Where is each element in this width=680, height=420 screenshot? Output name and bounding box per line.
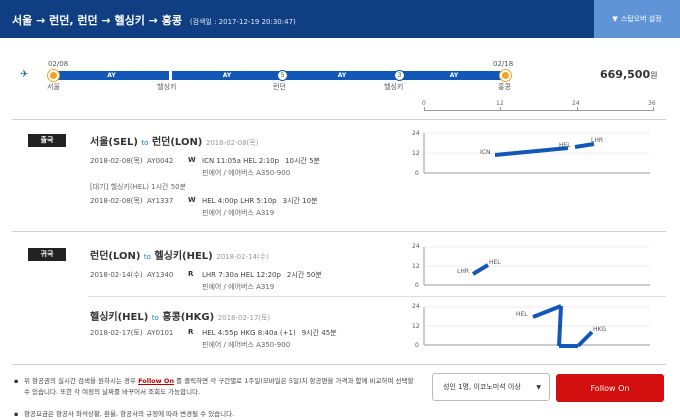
divider [12, 364, 666, 365]
chart-point-label: HKG [593, 326, 607, 333]
outbound-badge: 출국 [28, 134, 66, 147]
flight-route: LHR 7:30a HEL 12:20p 2시간 50분 [202, 271, 322, 279]
end-node [500, 70, 511, 81]
chart-point-label: ICN [480, 149, 491, 156]
city-label-2: 헬싱키 [157, 83, 177, 91]
chevron-down-icon: ▼ [612, 15, 618, 23]
aircraft-info: 핀에어 / 에어버스 A319 [202, 209, 275, 217]
stopover-label: 스탑오버 설정 [620, 15, 662, 23]
booking-class: R [188, 328, 194, 336]
time-axis: 0 12 24 36 [422, 100, 656, 114]
segment-bar-4: AY [402, 71, 506, 80]
flight-date: 2018-02-08(목) AY0042 [90, 157, 174, 165]
segment-bar-1: AY [54, 71, 169, 80]
city-label-4: 헬싱키 [384, 83, 404, 91]
chart-y-tick: 12 [412, 150, 420, 157]
axis-tick-24: 24 [572, 100, 580, 107]
city-label-5: 홍콩 [498, 83, 511, 91]
departure-date: 02/08 [48, 60, 69, 68]
chart-y-tick: 24 [412, 243, 420, 250]
flight-date: 2018-02-17(토) AY0101 [90, 329, 174, 337]
total-price: 669,500원 [600, 68, 657, 81]
city-label-3: 런던 [273, 83, 286, 91]
return1-timeline-chart: 24 12 0 LHR HEL [410, 242, 660, 290]
passenger-class-select[interactable]: 성인 1명, 이코노미석 이상 ▼ [432, 373, 550, 401]
flight-date: 2018-02-08(목) AY1337 [90, 197, 174, 205]
axis-tick-12: 12 [496, 100, 504, 107]
axis-tick-0: 0 [422, 100, 426, 107]
segment-bar-3: AY [285, 71, 399, 80]
divider [12, 231, 666, 232]
divider [12, 119, 666, 120]
return-title-1: 런던(LON) to 헬싱키(HEL) 2018-02-14(수) [90, 251, 269, 262]
chart-y-tick: 12 [412, 323, 420, 330]
segment-bar-2: AY [172, 71, 282, 80]
city-label-1: 서울 [47, 83, 60, 91]
flight-route: ICN 11:05a HEL 2:10p 10시간 5분 [202, 157, 320, 165]
aircraft-info: 핀에어 / 에어버스 A319 [202, 283, 275, 291]
stay-node-london: 5 [277, 70, 288, 81]
price-value: 669,500 [600, 68, 651, 81]
route-title: 서울 → 런던, 런던 → 헬싱키 → 홍콩 (검색일 : 2017-12-19… [12, 12, 296, 28]
flight-route: HEL 4:55p HKG 8:40a (+1) 9시간 45분 [202, 329, 337, 337]
passenger-class-value: 성인 1명, 이코노미석 이상 [443, 383, 521, 391]
search-date: (검색일 : 2017-12-19 20:30:47) [189, 18, 296, 26]
flight-route: HEL 4:00p LHR 5:10p 3시간 10분 [202, 197, 318, 205]
axis-tick-36: 36 [648, 100, 656, 107]
return-badge: 귀국 [28, 248, 66, 261]
chart-point-label: HEL [559, 142, 571, 149]
chart-y-tick: 0 [415, 342, 419, 349]
flight-date: 2018-02-14(수) AY1340 [90, 271, 174, 279]
return-date: 02/18 [493, 60, 514, 68]
chart-y-tick: 0 [415, 170, 419, 177]
chart-y-tick: 0 [415, 282, 419, 289]
aircraft-info: 핀에어 / 에어버스 A350-900 [202, 169, 291, 177]
booking-class: W [188, 156, 196, 164]
airplane-icon: ✈ [20, 69, 29, 80]
stopover-settings-button[interactable]: ▼ 스탑오버 설정 [594, 0, 680, 38]
return-title-2: 헬싱키(HEL) to 홍콩(HKG) 2018-02-17(토) [90, 312, 271, 323]
header-bar: 서울 → 런던, 런던 → 헬싱키 → 홍콩 (검색일 : 2017-12-19… [0, 0, 680, 38]
start-node [48, 70, 59, 81]
chart-y-tick: 12 [412, 263, 420, 270]
divider [88, 296, 666, 297]
note-fare: 항공요금은 항공사 좌석상황, 환율, 항공사의 규정에 따라 변경될 수 있습… [24, 410, 235, 418]
return2-timeline-chart: 24 12 0 HEL HKG [410, 302, 660, 350]
chart-point-label: LHR [591, 137, 604, 144]
transit-node-1 [169, 71, 172, 80]
booking-class: W [188, 196, 196, 204]
layover-info: [대기] 헬싱키(HEL) 1시간 50분 [90, 183, 187, 191]
outbound-title: 서울(SEL) to 런던(LON) 2018-02-08(목) [90, 137, 259, 148]
booking-class: R [188, 270, 194, 278]
outbound-timeline-chart: 24 12 0 ICN HEL LHR [410, 128, 660, 178]
stay-node-helsinki: 3 [394, 70, 405, 81]
chart-y-tick: 24 [412, 130, 420, 137]
follow-on-link[interactable]: Follow On [138, 377, 175, 385]
price-currency: 원 [650, 71, 658, 80]
itinerary-summary: ✈ 02/08 02/18 AY AY AY AY 5 3 서울 헬싱키 런던 … [0, 52, 680, 98]
chart-y-tick: 24 [412, 303, 420, 310]
aircraft-info: 핀에어 / 에어버스 A350-900 [202, 341, 291, 349]
caret-down-icon: ▼ [536, 384, 541, 391]
follow-on-button[interactable]: Follow On [556, 374, 664, 402]
chart-point-label: LHR [457, 268, 470, 275]
chart-point-label: HEL [489, 259, 501, 266]
route-text: 서울 → 런던, 런던 → 헬싱키 → 홍콩 [12, 14, 182, 27]
note-follow-on: 위 항공권의 실시간 검색을 원하시는 경우 Follow On 를 클릭하면 … [24, 377, 414, 396]
chart-point-label: HEL [516, 311, 528, 318]
